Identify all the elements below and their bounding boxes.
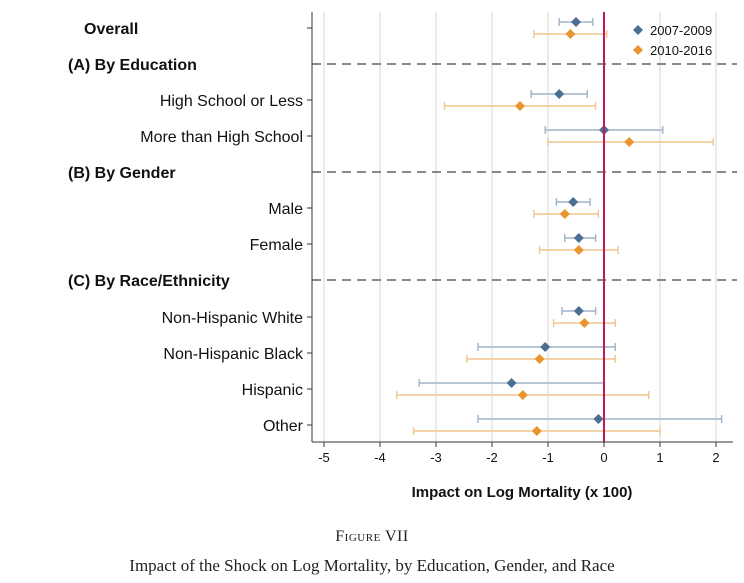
row-label: High School or Less	[160, 93, 303, 110]
x-tick-label: -2	[486, 450, 498, 465]
row-label: Other	[263, 418, 304, 435]
point-estimate	[571, 17, 581, 27]
point-estimate	[593, 414, 604, 424]
legend-marker	[633, 25, 643, 35]
point-estimate	[559, 209, 570, 219]
point-estimate	[624, 137, 635, 147]
legend-label: 2010-2016	[650, 43, 712, 58]
coefficient-plot: -5 -4 -3 -2 -1 0 1 2 Impact on Log Mortality (x …	[68, 12, 737, 501]
figure-caption: Impact of the Shock on Log Mortality, by…	[129, 556, 615, 575]
row-label: Hispanic	[242, 382, 303, 399]
row-label: Overall	[84, 21, 138, 38]
row-label: Non-Hispanic White	[162, 310, 303, 327]
legend-marker	[633, 45, 643, 55]
point-estimate	[531, 426, 542, 436]
point-estimate	[515, 101, 525, 111]
x-tick-label: -3	[430, 450, 442, 465]
point-estimate	[568, 197, 579, 207]
x-tick-label: 1	[656, 450, 663, 465]
section-label: (A) By Education	[68, 57, 197, 74]
row-label: More than High School	[140, 129, 303, 146]
section-label: (C) By Race/Ethnicity	[68, 273, 230, 290]
x-tick-label: -1	[542, 450, 554, 465]
row-label: Female	[250, 237, 303, 254]
point-estimate	[517, 390, 528, 400]
row-label: Non-Hispanic Black	[163, 346, 304, 363]
x-tick-label: -5	[318, 450, 330, 465]
point-estimate	[573, 306, 584, 316]
point-estimate	[554, 89, 565, 99]
x-tick-label: 2	[712, 450, 719, 465]
x-axis-title: Impact on Log Mortality (x 100)	[412, 484, 633, 501]
legend: 2007-2009 2010-2016	[633, 23, 712, 58]
point-estimate	[534, 354, 545, 364]
point-estimate	[573, 245, 584, 255]
row-label: Male	[268, 201, 303, 218]
legend-label: 2007-2009	[650, 23, 712, 38]
x-tick-label: -4	[374, 450, 386, 465]
point-estimate	[579, 318, 590, 328]
x-tick-label: 0	[600, 450, 607, 465]
point-estimate	[540, 342, 551, 352]
point-estimate	[573, 233, 584, 243]
point-estimate	[565, 29, 576, 39]
figure-number: Figure VII	[335, 528, 409, 545]
point-estimate	[506, 378, 517, 388]
section-label: (B) By Gender	[68, 165, 176, 182]
